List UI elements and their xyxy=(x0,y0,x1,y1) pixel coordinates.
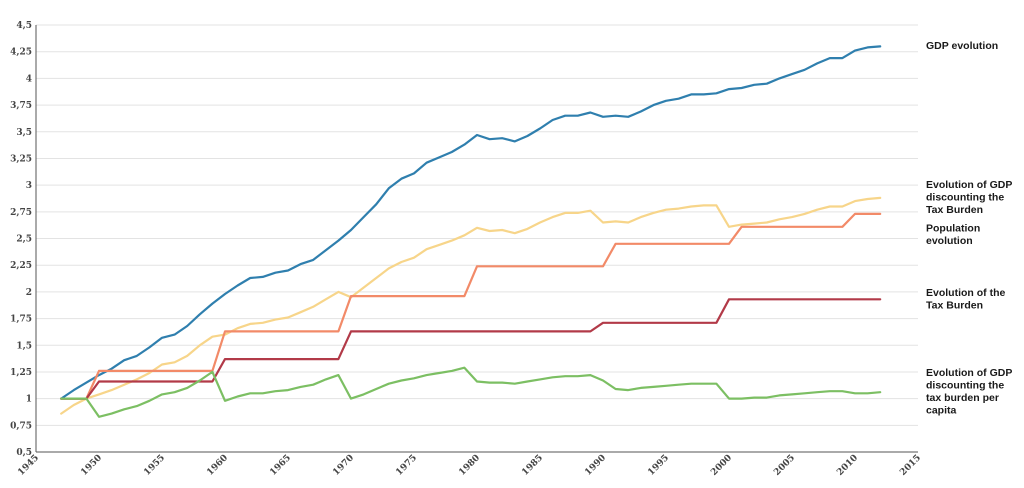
y-tick-label: 1 xyxy=(26,395,32,405)
y-tick-label: 3,5 xyxy=(16,128,32,138)
series-label-evolution-of-gdp-discounting-the-tax-burden-per-capita: Evolution of GDP discounting the tax burde… xyxy=(926,367,1012,417)
x-tick-label: 1985 xyxy=(520,453,545,478)
y-tick-label: 0,75 xyxy=(10,421,32,431)
y-tick-label: 2,5 xyxy=(16,235,32,245)
x-tick-label: 1965 xyxy=(268,453,293,478)
series-line-gdp-evolution xyxy=(60,45,882,400)
x-tick-labels: 1945 1950 1955 1960 1965 1970 1975 1980 1985 1990… xyxy=(16,453,923,478)
x-tick-label: 1955 xyxy=(142,453,167,478)
series-line-evolution-of-gdp-discounting-the-tax-burden xyxy=(60,196,882,415)
series-lines xyxy=(60,45,882,418)
y-tick-label: 3,25 xyxy=(10,154,32,164)
x-tick-label: 1975 xyxy=(394,453,419,478)
x-tick-label: 2005 xyxy=(772,453,797,478)
axes xyxy=(35,25,918,453)
x-tick-label: 1950 xyxy=(79,453,104,478)
y-tick-label: 4,25 xyxy=(10,48,32,58)
y-tick-label: 4 xyxy=(26,74,32,84)
y-tick-label: 0,5 xyxy=(16,448,32,458)
x-tick-label: 1995 xyxy=(646,453,671,478)
x-tick-label: 2000 xyxy=(709,453,734,478)
y-tick-labels: 0,5 0,75 1 1,25 1,5 1,75 2 2,25 2,5 2,75 3 3,25 3,5 3… xyxy=(10,21,32,458)
series-label-evolution-of-gdp-discounting-the-tax-burden: Evolution of GDP discounting the Tax Burde… xyxy=(926,179,1012,216)
x-tick-label: 2010 xyxy=(835,453,860,478)
y-tick-label: 2 xyxy=(26,288,32,298)
x-tick-label: 1970 xyxy=(331,453,356,478)
y-tick-label: 4,5 xyxy=(16,21,32,31)
series-line-population-evolution xyxy=(60,212,882,400)
series-line-evolution-of-gdp-discounting-the-tax-burden-per-capita xyxy=(60,366,882,418)
series-label-population-evolution: Population evolution xyxy=(926,223,980,248)
y-tick-label: 2,75 xyxy=(10,208,32,218)
x-tick-label: 1960 xyxy=(205,453,230,478)
y-tick-label: 2,25 xyxy=(10,261,32,271)
y-tick-label: 1,25 xyxy=(10,368,32,378)
x-tick-label: 1980 xyxy=(457,453,482,478)
grid-lines xyxy=(36,24,918,453)
series-line-evolution-of-the-tax-burden xyxy=(60,298,882,400)
y-tick-label: 1,5 xyxy=(16,341,32,351)
series-labels: GDP evolution Evolution of GDP discounting… xyxy=(926,40,1012,417)
x-tick-label: 2015 xyxy=(898,453,923,478)
y-tick-label: 1,75 xyxy=(10,315,32,325)
series-label-gdp-evolution: GDP evolution xyxy=(926,40,998,52)
y-tick-label: 3,75 xyxy=(10,101,32,111)
series-label-evolution-of-the-tax-burden: Evolution of the Tax Burden xyxy=(926,287,1005,312)
y-tick-label: 3 xyxy=(26,181,32,191)
x-tick-label: 1990 xyxy=(583,453,608,478)
